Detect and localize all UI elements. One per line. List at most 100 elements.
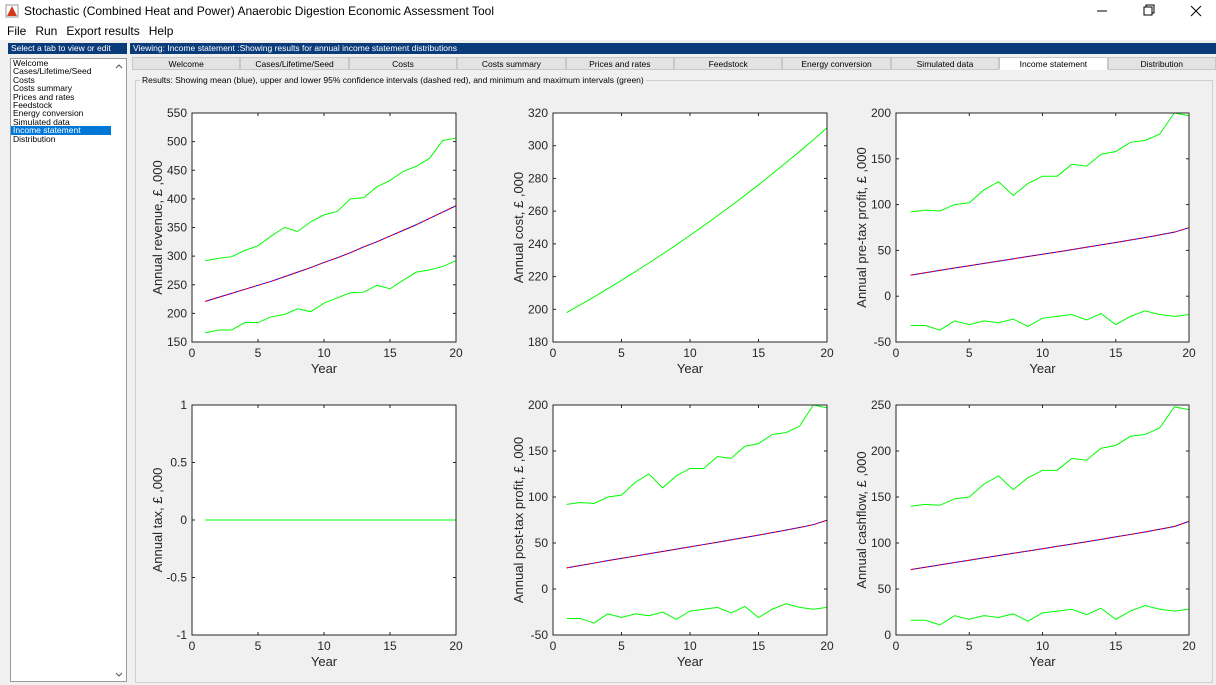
list-item[interactable]: Costs — [13, 74, 35, 85]
plot-frame — [552, 404, 828, 636]
sidebar-header: Select a tab to view or edit — [8, 43, 127, 54]
y-tick-label: 240 — [528, 237, 548, 251]
x-axis-label: Year — [677, 361, 704, 376]
tab[interactable]: Welcome — [132, 57, 241, 70]
window-controls[interactable] — [1080, 0, 1216, 22]
y-tick-label: 0.5 — [170, 456, 187, 470]
results-panel — [135, 80, 1213, 683]
plot-area — [896, 405, 1189, 635]
plot-frame — [191, 404, 457, 636]
y-axis-label: Annual cashflow, £ ,000 — [854, 451, 869, 588]
tab[interactable]: Costs summary — [457, 57, 566, 70]
y-tick-label: 220 — [528, 270, 548, 284]
y-tick-label: 320 — [528, 106, 548, 120]
x-axis-label: Year — [677, 654, 704, 669]
y-tick-label: 250 — [871, 398, 891, 412]
y-tick-label: 500 — [167, 135, 187, 149]
y-tick-label: 1 — [180, 398, 187, 412]
y-tick-label: 100 — [871, 198, 891, 212]
x-tick-label: 10 — [683, 639, 697, 653]
y-tick-label: 450 — [167, 163, 187, 177]
y-tick-label: 200 — [871, 106, 891, 120]
menu-item[interactable]: Help — [148, 24, 174, 38]
y-axis-label: Annual revenue, £ ,000 — [150, 160, 165, 294]
tab[interactable]: Simulated data — [890, 57, 1000, 70]
y-tick-label: -50 — [874, 335, 892, 349]
tab[interactable]: Energy conversion — [782, 57, 891, 70]
y-tick-label: 150 — [167, 335, 187, 349]
x-tick-label: 0 — [893, 639, 900, 653]
y-tick-label: 200 — [871, 444, 891, 458]
tab[interactable]: Prices and rates — [565, 57, 674, 70]
menu-item[interactable]: File — [7, 24, 27, 38]
list-item[interactable]: Income statement — [11, 126, 111, 135]
plot-frame — [895, 404, 1190, 636]
app-icon — [5, 4, 19, 18]
y-tick-label: 100 — [871, 536, 891, 550]
results-label: Results: Showing mean (blue), upper and … — [140, 75, 646, 85]
list-item[interactable]: Costs summary — [13, 83, 73, 94]
plot-frame — [895, 112, 1190, 343]
y-tick-label: 0 — [884, 289, 891, 303]
x-tick-label: 5 — [618, 639, 625, 653]
y-tick-label: 300 — [167, 249, 187, 263]
y-tick-label: 0 — [884, 628, 891, 642]
tab[interactable]: Income statement — [999, 57, 1108, 70]
x-tick-label: 10 — [317, 346, 331, 360]
y-tick-label: 400 — [167, 192, 187, 206]
x-tick-label: 0 — [893, 346, 900, 360]
series-line — [910, 520, 1190, 571]
menu-item[interactable]: Export results — [66, 24, 140, 38]
x-tick-label: 20 — [449, 639, 463, 653]
plot-area — [896, 113, 1189, 342]
tab-list: Welcome Cases/Lifetime/Seed Costs Costs sum… — [10, 58, 127, 682]
list-item[interactable]: Prices and rates — [13, 91, 75, 102]
x-axis-label: Year — [1029, 361, 1056, 376]
y-tick-label: -50 — [531, 628, 549, 642]
tab[interactable]: Costs — [348, 57, 458, 70]
list-item[interactable]: Simulated data — [13, 116, 70, 127]
x-tick-label: 15 — [752, 639, 766, 653]
menu-item[interactable]: Run — [35, 24, 58, 38]
y-tick-label: 200 — [167, 306, 187, 320]
list-item[interactable]: Distribution — [13, 133, 56, 144]
x-tick-label: 0 — [189, 639, 196, 653]
plot-area — [192, 113, 456, 342]
x-tick-label: 10 — [1036, 639, 1050, 653]
y-tick-label: 0 — [180, 513, 187, 527]
y-tick-label: 150 — [871, 490, 891, 504]
list-item[interactable]: Welcome — [13, 58, 49, 68]
y-tick-label: 550 — [167, 106, 187, 120]
tab[interactable]: Feedstock — [674, 57, 783, 70]
x-tick-label: 0 — [550, 346, 557, 360]
tab[interactable]: Distribution — [1107, 57, 1216, 70]
series-line — [910, 605, 1190, 626]
series-line — [205, 260, 457, 334]
series-line — [566, 127, 828, 313]
tab[interactable]: Cases/Lifetime/Seed — [240, 57, 349, 70]
series-line — [566, 603, 828, 624]
scrollbar[interactable] — [112, 59, 126, 681]
x-tick-label: 5 — [255, 639, 262, 653]
menu-bar: File Run Export results Help — [0, 22, 1216, 40]
y-axis-label: Annual pre-tax profit, £ ,000 — [854, 147, 869, 307]
y-tick-label: 200 — [528, 398, 548, 412]
y-tick-label: 260 — [528, 204, 548, 218]
plot-area — [553, 405, 827, 635]
series-line — [910, 310, 1190, 331]
x-tick-label: 5 — [966, 346, 973, 360]
window-title: Stochastic (Combined Heat and Power) Ana… — [24, 4, 495, 18]
x-tick-label: 5 — [618, 346, 625, 360]
list-item[interactable]: Energy conversion — [13, 108, 84, 119]
x-tick-label: 15 — [383, 346, 397, 360]
list-item[interactable]: Feedstock — [13, 100, 53, 111]
series-line — [566, 404, 828, 505]
x-tick-label: 20 — [820, 346, 834, 360]
list-item[interactable]: Cases/Lifetime/Seed — [13, 66, 92, 77]
y-tick-label: 200 — [528, 302, 548, 316]
x-axis-label: Year — [311, 361, 338, 376]
x-tick-label: 0 — [550, 639, 557, 653]
y-tick-label: 280 — [528, 171, 548, 185]
